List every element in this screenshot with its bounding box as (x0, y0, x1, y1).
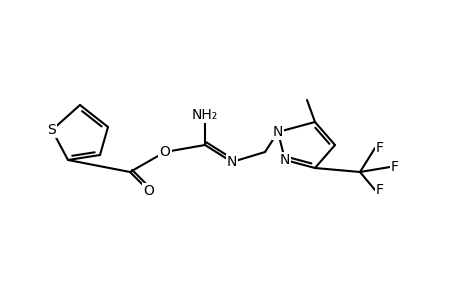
Text: F: F (375, 141, 383, 155)
Text: O: O (143, 184, 154, 198)
Text: NH₂: NH₂ (191, 108, 218, 122)
Text: F: F (375, 183, 383, 197)
Text: F: F (390, 160, 398, 174)
Text: N: N (279, 153, 290, 167)
Text: N: N (272, 125, 283, 139)
Text: O: O (159, 145, 170, 159)
Text: N: N (226, 155, 237, 169)
Text: S: S (48, 123, 56, 137)
